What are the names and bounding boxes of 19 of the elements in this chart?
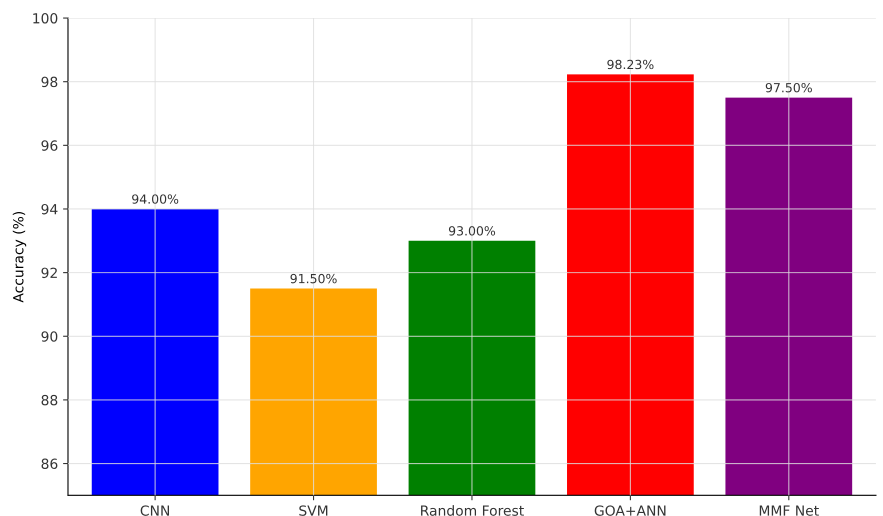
x-tick-label: Random Forest <box>421 505 524 516</box>
y-tick-label: 86 <box>42 458 58 470</box>
y-tick-label: 100 <box>33 13 58 24</box>
x-tick-label: SVM <box>299 505 328 516</box>
x-tick-label: GOA+ANN <box>594 505 666 516</box>
data-label: 98.23% <box>607 60 654 70</box>
data-label: 93.00% <box>448 226 496 236</box>
y-tick-label: 96 <box>41 140 58 151</box>
data-label: 97.50% <box>766 82 812 92</box>
data-label: 94.00% <box>132 194 178 204</box>
y-axis-title: Accuracy (%) <box>12 212 26 303</box>
x-tick-label: CNN <box>140 505 169 516</box>
y-tick-label: 92 <box>41 268 57 278</box>
data-label: 91.50% <box>290 274 337 284</box>
y-tick-label: 90 <box>41 331 58 342</box>
y-tick-label: 98 <box>41 76 58 88</box>
y-tick-label: 88 <box>42 394 58 406</box>
y-tick-label: 94 <box>41 204 58 214</box>
x-tick-label: MMF Net <box>760 506 819 516</box>
